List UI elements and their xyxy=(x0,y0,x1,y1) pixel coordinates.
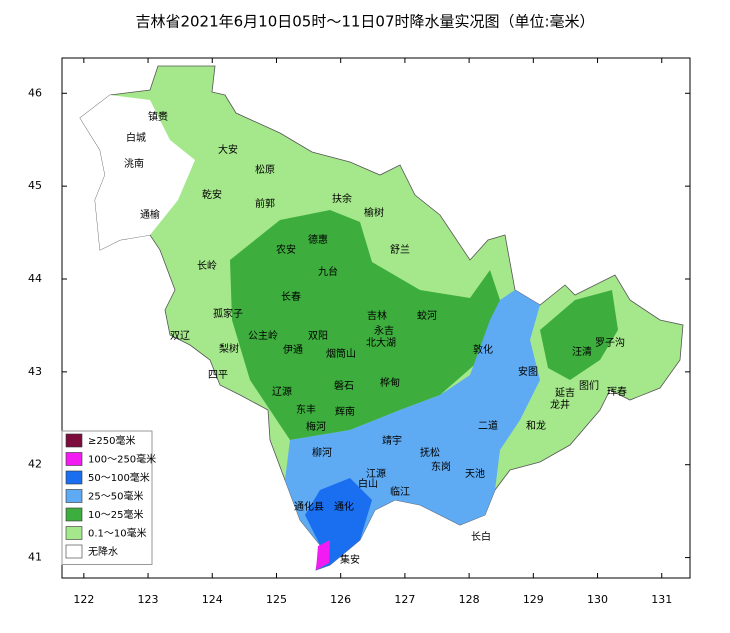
place-label: 松原 xyxy=(255,163,275,176)
x-tick-label: 130 xyxy=(587,593,608,606)
place-label: 桦甸 xyxy=(380,376,400,389)
place-label: 辽源 xyxy=(272,385,292,398)
place-label: 蛟河 xyxy=(417,309,437,322)
y-tick-label: 45 xyxy=(28,179,42,192)
place-label: 通化县 xyxy=(294,500,324,513)
legend-swatch xyxy=(65,489,83,503)
place-label: 柳河 xyxy=(312,446,332,459)
x-tick-label: 123 xyxy=(138,593,159,606)
place-label: 北大湖 xyxy=(366,336,396,349)
place-label: 榆树 xyxy=(364,206,384,219)
place-label: 双辽 xyxy=(170,330,190,342)
x-tick-label: 122 xyxy=(73,593,94,606)
x-tick-label: 126 xyxy=(330,593,351,606)
place-label: 安图 xyxy=(518,365,538,378)
place-label: 和龙 xyxy=(526,419,546,432)
place-label: 洮南 xyxy=(124,157,144,170)
place-label: 白城 xyxy=(126,131,146,144)
y-tick-label: 41 xyxy=(28,551,42,564)
place-label: 通化 xyxy=(334,500,354,513)
place-label: 九台 xyxy=(318,265,338,278)
place-label: 天池 xyxy=(465,467,485,480)
place-label: 珲春 xyxy=(607,386,627,398)
legend-label: 25～50毫米 xyxy=(88,490,143,503)
place-label: 梅河 xyxy=(306,420,326,433)
place-labels: 镇赉 白城 洮南 大安 松原 乾安 通榆 前郭 扶余 榆树 农安 德惠 舒兰 长… xyxy=(124,110,627,566)
legend-swatch xyxy=(65,526,83,540)
place-label: 前郭 xyxy=(255,197,275,210)
place-label: 汪清 xyxy=(572,345,592,358)
legend-label: 10～25毫米 xyxy=(88,508,143,521)
rain-10-25-east xyxy=(540,290,618,380)
place-label: 集安 xyxy=(340,553,360,566)
place-label: 江源 xyxy=(366,467,386,480)
place-label: 德惠 xyxy=(308,233,328,246)
place-label: 通榆 xyxy=(140,208,160,221)
place-label: 二道 xyxy=(478,419,498,432)
place-label: 抚松 xyxy=(420,446,440,459)
no-rain-area xyxy=(80,95,195,250)
place-label: 永吉 xyxy=(374,324,394,337)
place-label: 延吉 xyxy=(555,387,575,399)
place-label: 磐石 xyxy=(334,379,354,392)
place-label: 孤家子 xyxy=(213,307,243,320)
legend-label: 100～250毫米 xyxy=(88,453,156,466)
map-title: 吉林省2021年6月10日05时～11日07时降水量实况图（单位:毫米） xyxy=(135,13,594,31)
place-label: 吉林 xyxy=(367,309,387,322)
x-tick-label: 128 xyxy=(459,593,480,606)
place-label: 梨树 xyxy=(219,342,239,355)
map-frame xyxy=(61,57,691,579)
place-label: 公主岭 xyxy=(248,329,278,342)
place-label: 农安 xyxy=(276,243,296,256)
x-tick-label: 124 xyxy=(202,593,223,606)
place-label: 临江 xyxy=(390,485,410,498)
place-label: 双阳 xyxy=(308,330,328,342)
y-tick-label: 43 xyxy=(28,365,42,378)
place-label: 靖宇 xyxy=(382,434,402,447)
legend-swatch xyxy=(65,507,83,522)
legend-label: 50～100毫米 xyxy=(88,471,150,484)
legend-swatch xyxy=(65,544,83,559)
place-label: 长春 xyxy=(281,291,301,303)
precipitation-areas xyxy=(79,65,684,571)
place-label: 长岭 xyxy=(197,259,217,272)
y-tick-label: 42 xyxy=(28,458,42,471)
legend-label: 0.1～10毫米 xyxy=(88,527,147,540)
place-label: 白山 xyxy=(358,477,378,490)
place-label: 镇赉 xyxy=(148,110,168,123)
legend-swatch xyxy=(65,470,83,485)
place-label: 伊通 xyxy=(283,344,303,356)
place-label: 舒兰 xyxy=(390,243,410,256)
place-label: 辉南 xyxy=(335,405,355,418)
place-label: 乾安 xyxy=(202,188,222,201)
place-label: 四平 xyxy=(208,370,228,381)
x-tick-label: 125 xyxy=(266,593,287,606)
place-label: 烟筒山 xyxy=(326,347,356,360)
rain-100-250-area xyxy=(316,540,330,570)
rain-10-25-area xyxy=(230,210,500,440)
legend-label: 无降水 xyxy=(88,545,118,558)
x-tick-label: 131 xyxy=(651,593,672,606)
y-tick-label: 46 xyxy=(28,86,42,99)
legend-swatch xyxy=(65,452,83,466)
place-label: 扶余 xyxy=(332,192,352,205)
legend-label: ≥250毫米 xyxy=(88,434,135,447)
place-label: 东岗 xyxy=(431,460,451,473)
legend-swatch xyxy=(65,433,83,448)
place-label: 图们 xyxy=(579,379,599,392)
place-label: 大安 xyxy=(218,143,238,156)
x-tick-label: 127 xyxy=(394,593,415,606)
place-label: 罗子沟 xyxy=(595,336,625,349)
x-tick-label: 129 xyxy=(523,593,544,606)
y-tick-label: 44 xyxy=(28,272,42,285)
place-label: 东丰 xyxy=(296,403,316,416)
place-label: 龙井 xyxy=(550,398,570,411)
place-label: 敦化 xyxy=(473,343,493,356)
place-label: 长白 xyxy=(471,530,491,543)
